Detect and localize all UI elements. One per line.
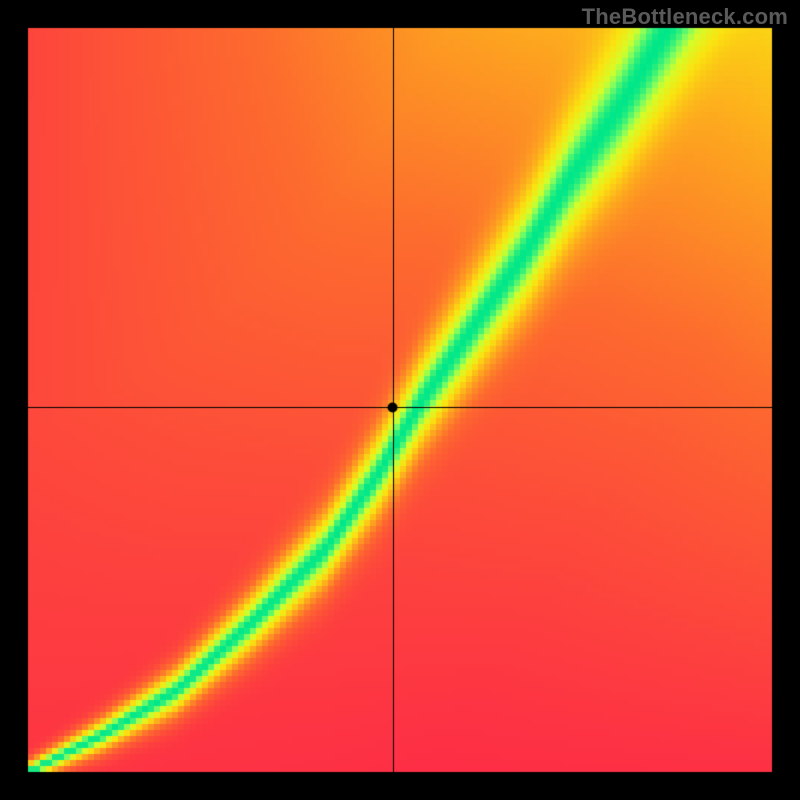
bottleneck-heatmap-canvas [0,0,800,800]
watermark-text: TheBottleneck.com [582,4,788,30]
chart-container: TheBottleneck.com [0,0,800,800]
